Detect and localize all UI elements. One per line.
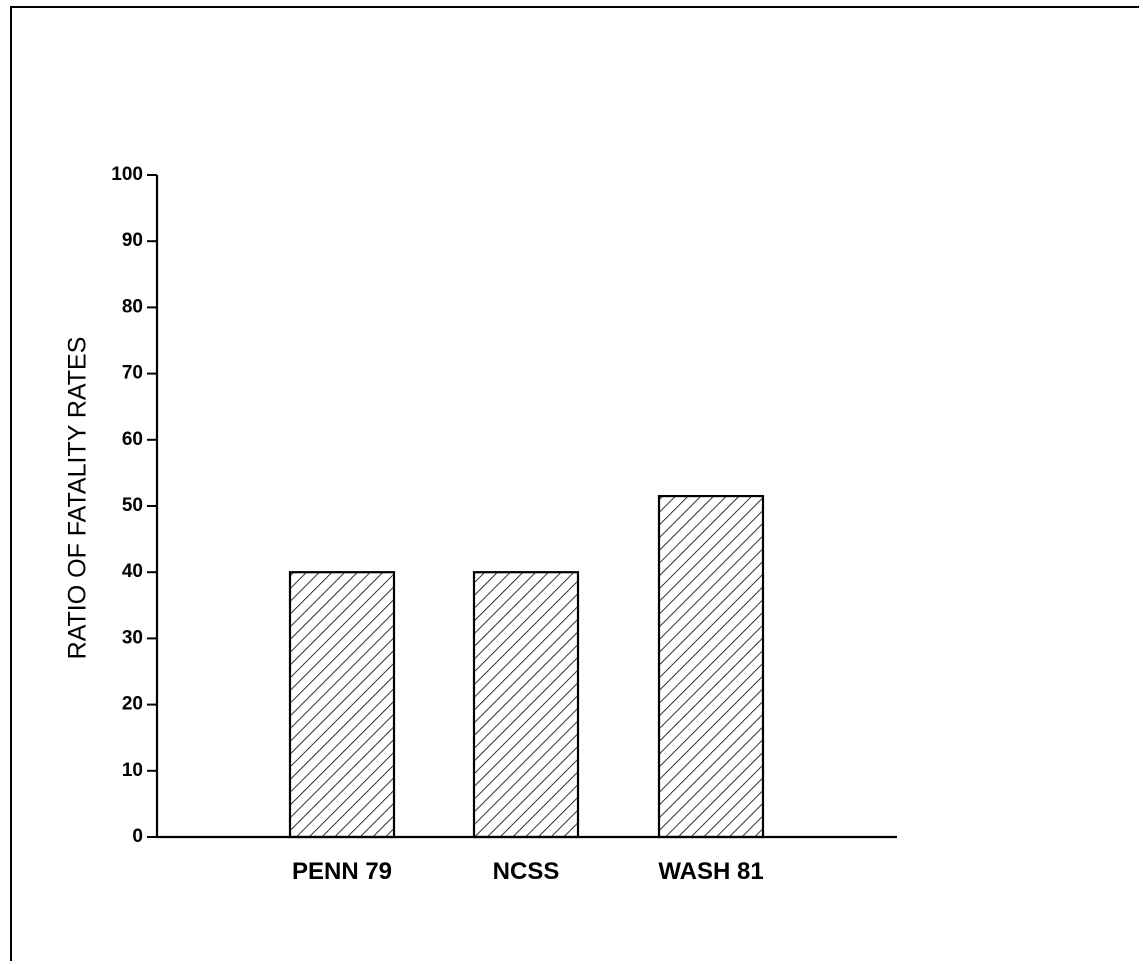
y-tick-label: 0: [132, 826, 143, 847]
bar-penn-79: [288, 571, 396, 839]
axes-group: 0 10 20 30 40 50 60 70 80 90 100 PENN 79 NCSS WASH 81: [111, 164, 897, 885]
bars-group: [288, 494, 765, 839]
y-tick-label: 70: [122, 363, 143, 384]
y-tick-label: 60: [122, 429, 143, 450]
figure-frame: [10, 6, 1139, 961]
bar-wash-81: [657, 494, 765, 839]
y-tick-label: 90: [122, 230, 143, 251]
y-tick-label: 30: [122, 627, 143, 648]
y-tick-label: 40: [122, 561, 143, 582]
y-axis-title: RATIO OF FATALITY RATES: [64, 337, 92, 660]
x-category-label: WASH 81: [658, 858, 763, 885]
y-tick-label: 80: [122, 296, 143, 317]
y-tick-label: 100: [111, 164, 143, 185]
y-tick-label: 50: [122, 495, 143, 516]
x-category-label: NCSS: [493, 858, 560, 885]
y-tick-label: 20: [122, 694, 143, 715]
x-category-label: PENN 79: [292, 858, 392, 885]
y-tick-label: 10: [122, 760, 143, 781]
bar-ncss: [472, 571, 580, 839]
